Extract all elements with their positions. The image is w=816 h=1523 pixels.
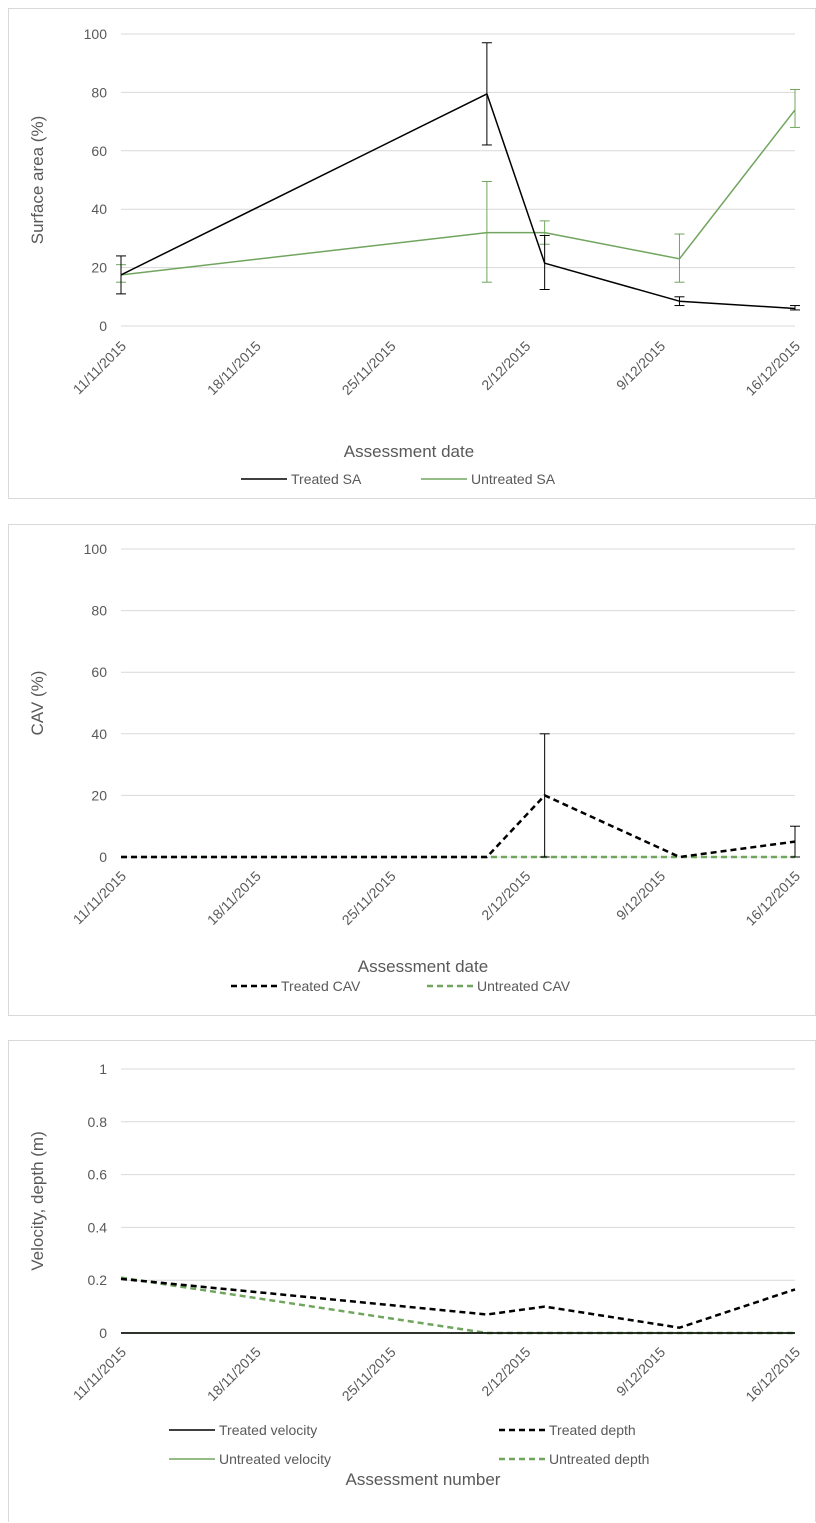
x-tick-label: 2/12/2015 (478, 1344, 534, 1400)
y-tick-label: 100 (84, 541, 108, 557)
x-tick-label: 25/11/2015 (339, 1344, 399, 1404)
cav-chart-panel: 0 20 40 60 80 100 11/11/2015 18/11/2015 25/11/20… (8, 524, 816, 1016)
series-line (120, 1276, 795, 1335)
y-tick-label: 1 (99, 1061, 107, 1077)
legend-label: Untreated velocity (219, 1451, 331, 1467)
y-tick-label: 60 (91, 143, 107, 159)
x-tick-label: 9/12/2015 (613, 338, 669, 394)
series-line (120, 93, 796, 310)
series-line (120, 1277, 796, 1329)
x-tick-label: 11/11/2015 (70, 1344, 130, 1404)
x-tick-label: 18/11/2015 (204, 868, 264, 928)
legend-label: Untreated CAV (477, 978, 571, 994)
series-line (121, 794, 796, 859)
x-axis-title: Assessment date (358, 957, 488, 976)
x-tick-label: 18/11/2015 (204, 1344, 264, 1404)
y-tick-label: 0 (99, 1325, 107, 1341)
y-axis-title: Surface area (%) (28, 116, 47, 245)
legend-label: Treated depth (549, 1422, 636, 1438)
y-tick-label: 20 (91, 260, 107, 276)
surface-area-chart-panel: 0 20 40 60 80 100 11/11/2015 18/11/2015 25/11/20… (8, 8, 816, 499)
y-tick-label: 40 (91, 726, 107, 742)
y-tick-label: 60 (91, 664, 107, 680)
y-tick-label: 20 (91, 787, 107, 803)
legend-label: Treated CAV (281, 978, 361, 994)
x-tick-label: 9/12/2015 (613, 1344, 669, 1400)
velocity-depth-chart-panel: 0 0.2 0.4 0.6 0.8 1 11/11/2015 18/11/2015 25/11/… (8, 1040, 816, 1522)
y-tick-label: 0.6 (88, 1167, 108, 1183)
y-tick-label: 0 (99, 849, 107, 865)
x-tick-label: 16/12/2015 (742, 1344, 803, 1405)
legend-label: Untreated SA (471, 471, 556, 487)
y-axis-title: CAV (%) (28, 671, 47, 736)
x-axis-title: Assessment date (344, 442, 474, 461)
y-tick-label: 80 (91, 603, 107, 619)
x-tick-label: 11/11/2015 (70, 868, 130, 928)
legend-label: Treated velocity (219, 1422, 317, 1438)
velocity-depth-chart: 0 0.2 0.4 0.6 0.8 1 11/11/2015 18/11/2015 25/11/… (28, 1061, 803, 1489)
y-tick-label: 0 (99, 318, 107, 334)
x-tick-label: 2/12/2015 (478, 338, 534, 394)
x-tick-label: 16/12/2015 (742, 868, 803, 929)
legend-label: Treated SA (291, 471, 362, 487)
y-tick-label: 0.2 (88, 1272, 108, 1288)
y-tick-label: 80 (91, 84, 107, 100)
surface-area-chart: 0 20 40 60 80 100 11/11/2015 18/11/2015 25/11/20… (28, 26, 803, 487)
x-tick-label: 9/12/2015 (613, 868, 669, 924)
y-tick-label: 40 (91, 201, 107, 217)
series-line (120, 109, 796, 276)
x-tick-label: 25/11/2015 (339, 868, 399, 928)
y-tick-label: 100 (84, 26, 108, 42)
x-tick-label: 11/11/2015 (70, 338, 130, 398)
x-tick-label: 16/12/2015 (742, 338, 803, 399)
x-tick-label: 18/11/2015 (204, 338, 264, 398)
legend-label: Untreated depth (549, 1451, 649, 1467)
y-tick-label: 0.8 (88, 1114, 108, 1130)
cav-chart: 0 20 40 60 80 100 11/11/2015 18/11/2015 25/11/20… (28, 541, 803, 994)
x-tick-label: 25/11/2015 (339, 338, 399, 398)
x-tick-label: 2/12/2015 (478, 868, 534, 924)
y-axis-title: Velocity, depth (m) (28, 1131, 47, 1271)
x-axis-title: Assessment number (346, 1470, 501, 1489)
y-tick-label: 0.4 (88, 1219, 108, 1235)
